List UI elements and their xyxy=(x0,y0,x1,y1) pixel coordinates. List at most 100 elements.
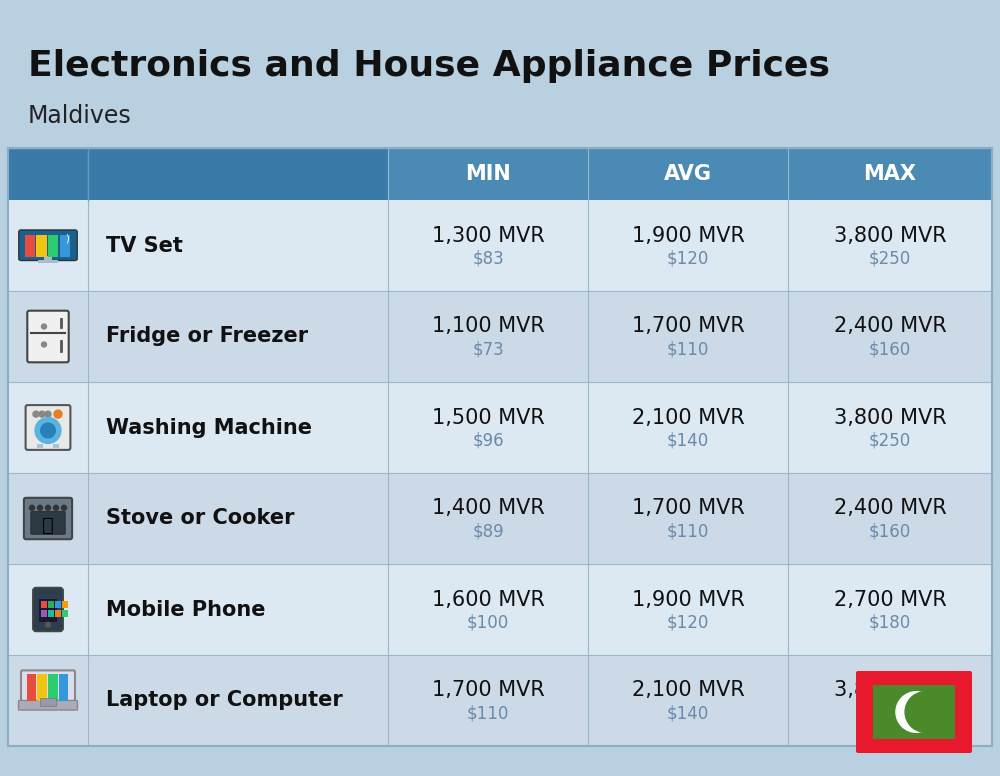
Text: TV Set: TV Set xyxy=(106,235,183,255)
Text: MIN: MIN xyxy=(465,164,511,184)
Text: $120: $120 xyxy=(667,614,709,632)
Text: $160: $160 xyxy=(869,341,911,359)
Circle shape xyxy=(30,505,34,511)
Bar xyxy=(40,698,56,706)
Text: Mobile Phone: Mobile Phone xyxy=(106,600,266,619)
Text: $160: $160 xyxy=(869,522,911,541)
FancyBboxPatch shape xyxy=(21,670,75,704)
Bar xyxy=(26,674,36,701)
Circle shape xyxy=(45,411,51,417)
Text: Washing Machine: Washing Machine xyxy=(106,417,312,438)
Text: 3,800 MVR: 3,800 MVR xyxy=(834,226,946,245)
Bar xyxy=(8,200,992,291)
Text: 2,100 MVR: 2,100 MVR xyxy=(632,407,744,428)
Text: $89: $89 xyxy=(472,522,504,541)
Bar xyxy=(36,234,47,257)
Bar xyxy=(62,601,68,608)
Text: Electronics and House Appliance Prices: Electronics and House Appliance Prices xyxy=(28,49,830,83)
FancyBboxPatch shape xyxy=(856,671,972,753)
Text: $73: $73 xyxy=(472,341,504,359)
Circle shape xyxy=(42,324,46,329)
Text: 1,400 MVR: 1,400 MVR xyxy=(432,498,544,518)
Bar xyxy=(53,444,59,448)
Text: 1,700 MVR: 1,700 MVR xyxy=(432,681,544,701)
Text: AVG: AVG xyxy=(664,164,712,184)
FancyBboxPatch shape xyxy=(24,497,72,539)
Bar xyxy=(8,564,992,655)
Text: 1,700 MVR: 1,700 MVR xyxy=(632,498,744,518)
FancyBboxPatch shape xyxy=(27,310,69,362)
FancyBboxPatch shape xyxy=(26,405,70,450)
Circle shape xyxy=(39,411,45,417)
Bar xyxy=(8,473,992,564)
Bar xyxy=(8,148,992,200)
Text: 2,400 MVR: 2,400 MVR xyxy=(834,498,946,518)
Circle shape xyxy=(33,411,39,417)
Bar xyxy=(48,601,54,608)
Bar xyxy=(48,609,54,616)
Text: $250: $250 xyxy=(869,431,911,449)
Bar xyxy=(62,609,68,616)
Bar xyxy=(37,674,47,701)
Text: 2,700 MVR: 2,700 MVR xyxy=(834,590,946,609)
Bar xyxy=(38,259,58,262)
Bar xyxy=(55,609,61,616)
Bar xyxy=(37,444,43,448)
Bar xyxy=(88,148,388,200)
Text: 1,700 MVR: 1,700 MVR xyxy=(632,317,744,337)
Text: 1,100 MVR: 1,100 MVR xyxy=(432,317,544,337)
Bar xyxy=(8,382,992,473)
Bar xyxy=(873,684,955,740)
Text: $96: $96 xyxy=(472,431,504,449)
Bar xyxy=(44,255,52,261)
FancyBboxPatch shape xyxy=(18,701,78,710)
Bar xyxy=(60,234,70,257)
Bar xyxy=(59,674,68,701)
Bar xyxy=(48,234,58,257)
Text: Fridge or Freezer: Fridge or Freezer xyxy=(106,327,308,347)
Circle shape xyxy=(54,410,62,418)
Text: 1,500 MVR: 1,500 MVR xyxy=(432,407,544,428)
Text: 1,300 MVR: 1,300 MVR xyxy=(432,226,544,245)
Text: $100: $100 xyxy=(467,614,509,632)
Text: 2,100 MVR: 2,100 MVR xyxy=(632,681,744,701)
Text: 2,400 MVR: 2,400 MVR xyxy=(834,317,946,337)
Text: $250: $250 xyxy=(869,250,911,268)
Text: MAX: MAX xyxy=(864,164,916,184)
Text: 3,800 MVR: 3,800 MVR xyxy=(834,681,946,701)
Text: $110: $110 xyxy=(467,705,509,722)
Text: $110: $110 xyxy=(667,522,709,541)
Text: 3,800 MVR: 3,800 MVR xyxy=(834,407,946,428)
Bar xyxy=(39,599,57,622)
Text: Stove or Cooker: Stove or Cooker xyxy=(106,508,294,528)
Text: $120: $120 xyxy=(667,250,709,268)
Text: $140: $140 xyxy=(667,705,709,722)
Bar xyxy=(8,148,992,746)
Text: Laptop or Computer: Laptop or Computer xyxy=(106,691,343,711)
FancyBboxPatch shape xyxy=(19,230,77,261)
Text: 1,600 MVR: 1,600 MVR xyxy=(432,590,544,609)
Bar xyxy=(48,674,58,701)
Circle shape xyxy=(62,505,66,511)
Text: Maldives: Maldives xyxy=(28,104,132,128)
Circle shape xyxy=(46,505,50,511)
Circle shape xyxy=(38,505,42,511)
Circle shape xyxy=(41,423,55,438)
Circle shape xyxy=(905,691,946,733)
FancyBboxPatch shape xyxy=(31,511,65,534)
Text: $180: $180 xyxy=(869,614,911,632)
Bar xyxy=(8,148,88,200)
Text: $140: $140 xyxy=(667,431,709,449)
Text: $83: $83 xyxy=(472,250,504,268)
Circle shape xyxy=(896,691,937,733)
Bar xyxy=(8,291,992,382)
Text: $250: $250 xyxy=(869,705,911,722)
Text: 1,900 MVR: 1,900 MVR xyxy=(632,226,744,245)
Bar xyxy=(41,609,47,616)
Bar xyxy=(8,655,992,746)
Bar xyxy=(41,601,47,608)
Text: ): ) xyxy=(65,233,69,243)
Circle shape xyxy=(54,505,58,511)
Text: $110: $110 xyxy=(667,341,709,359)
Bar xyxy=(25,234,35,257)
